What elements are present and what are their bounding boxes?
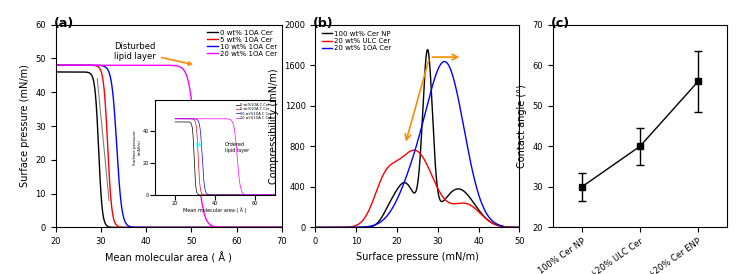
20 wt% 1OA Cer	[470, 179, 479, 182]
20 wt% ULC Cer	[311, 226, 320, 229]
10 wt% 1OA Cer	[146, 226, 155, 229]
Line: 0 wt% 1OA Cer: 0 wt% 1OA Cer	[56, 72, 291, 227]
5 wt% 1OA Cer	[128, 226, 137, 229]
20 wt% 1OA Cer	[474, 192, 483, 195]
20 wt% ULC Cer	[393, 159, 402, 162]
100 wt% Cer NP	[423, 48, 432, 51]
0 wt% 1OA Cer	[113, 226, 122, 229]
Line: 10 wt% 1OA Cer: 10 wt% 1OA Cer	[56, 65, 291, 227]
20 wt% 1OA Cer	[515, 226, 524, 229]
10 wt% 1OA Cer	[155, 226, 164, 229]
Line: 5 wt% 1OA Cer: 5 wt% 1OA Cer	[56, 65, 291, 227]
100 wt% Cer NP	[515, 226, 524, 229]
Line: 20 wt% 1OA Cer: 20 wt% 1OA Cer	[315, 62, 519, 227]
20 wt% 1OA Cer	[213, 226, 222, 229]
5 wt% 1OA Cer	[286, 226, 295, 229]
100 wt% Cer NP	[470, 203, 479, 206]
5 wt% 1OA Cer	[239, 226, 248, 229]
5 wt% 1OA Cer	[213, 226, 222, 229]
X-axis label: Mean molecular area ( Å ): Mean molecular area ( Å )	[105, 252, 232, 263]
20 wt% 1OA Cer	[235, 226, 244, 229]
20 wt% 1OA Cer	[239, 226, 248, 229]
10 wt% 1OA Cer	[239, 226, 248, 229]
20 wt% 1OA Cer	[146, 64, 155, 67]
Text: (a): (a)	[53, 16, 73, 30]
20 wt% ULC Cer	[515, 226, 524, 229]
0 wt% 1OA Cer	[235, 226, 244, 229]
20 wt% ULC Cer	[401, 153, 410, 156]
5 wt% 1OA Cer	[235, 226, 244, 229]
20 wt% 1OA Cer	[51, 64, 60, 67]
Text: (b): (b)	[313, 16, 334, 30]
20 wt% 1OA Cer	[440, 60, 449, 63]
20 wt% 1OA Cer	[393, 196, 402, 199]
20 wt% 1OA Cer	[155, 64, 164, 67]
0 wt% 1OA Cer	[286, 226, 295, 229]
0 wt% 1OA Cer	[147, 226, 156, 229]
10 wt% 1OA Cer	[51, 64, 60, 67]
Text: (c): (c)	[551, 16, 570, 30]
100 wt% Cer NP	[332, 226, 341, 229]
5 wt% 1OA Cer	[147, 226, 156, 229]
0 wt% 1OA Cer	[75, 70, 84, 74]
Legend: 0 wt% 1OA Cer, 5 wt% 1OA Cer, 10 wt% 1OA Cer, 20 wt% 1OA Cer: 0 wt% 1OA Cer, 5 wt% 1OA Cer, 10 wt% 1OA…	[206, 28, 278, 58]
20 wt% ULC Cer	[451, 202, 460, 206]
20 wt% 1OA Cer	[332, 226, 341, 229]
20 wt% 1OA Cer	[451, 85, 460, 89]
Line: 20 wt% ULC Cer: 20 wt% ULC Cer	[315, 150, 519, 227]
Y-axis label: Surface pressure (mN/m): Surface pressure (mN/m)	[20, 65, 30, 187]
5 wt% 1OA Cer	[51, 64, 60, 67]
20 wt% 1OA Cer	[75, 64, 84, 67]
X-axis label: Surface pressure (mN/m): Surface pressure (mN/m)	[356, 252, 479, 262]
20 wt% 1OA Cer	[499, 226, 508, 229]
Line: 100 wt% Cer NP: 100 wt% Cer NP	[315, 50, 519, 227]
100 wt% Cer NP	[401, 181, 410, 184]
Y-axis label: Contact angle (°): Contact angle (°)	[517, 84, 527, 168]
0 wt% 1OA Cer	[239, 226, 248, 229]
5 wt% 1OA Cer	[75, 64, 84, 67]
20 wt% 1OA Cer	[286, 226, 295, 229]
Text: Disturbed
lipid layer: Disturbed lipid layer	[114, 42, 191, 65]
Y-axis label: Compressibility (mN/m): Compressibility (mN/m)	[269, 68, 279, 184]
10 wt% 1OA Cer	[213, 226, 222, 229]
100 wt% Cer NP	[393, 187, 402, 190]
20 wt% 1OA Cer	[401, 178, 410, 181]
20 wt% ULC Cer	[332, 226, 341, 229]
0 wt% 1OA Cer	[155, 226, 164, 229]
100 wt% Cer NP	[451, 188, 460, 191]
20 wt% ULC Cer	[474, 210, 483, 213]
10 wt% 1OA Cer	[75, 64, 84, 67]
20 wt% ULC Cer	[410, 149, 418, 152]
10 wt% 1OA Cer	[155, 226, 164, 229]
10 wt% 1OA Cer	[286, 226, 295, 229]
20 wt% 1OA Cer	[221, 226, 230, 229]
10 wt% 1OA Cer	[235, 226, 244, 229]
Line: 20 wt% 1OA Cer: 20 wt% 1OA Cer	[56, 65, 291, 227]
100 wt% Cer NP	[311, 226, 320, 229]
20 wt% ULC Cer	[470, 207, 479, 210]
100 wt% Cer NP	[474, 208, 483, 211]
0 wt% 1OA Cer	[51, 70, 60, 74]
5 wt% 1OA Cer	[155, 226, 164, 229]
Legend: 100 wt% Cer NP, 20 wt% ULC Cer, 20 wt% 1OA Cer: 100 wt% Cer NP, 20 wt% ULC Cer, 20 wt% 1…	[319, 28, 394, 54]
20 wt% 1OA Cer	[311, 226, 320, 229]
0 wt% 1OA Cer	[213, 226, 222, 229]
